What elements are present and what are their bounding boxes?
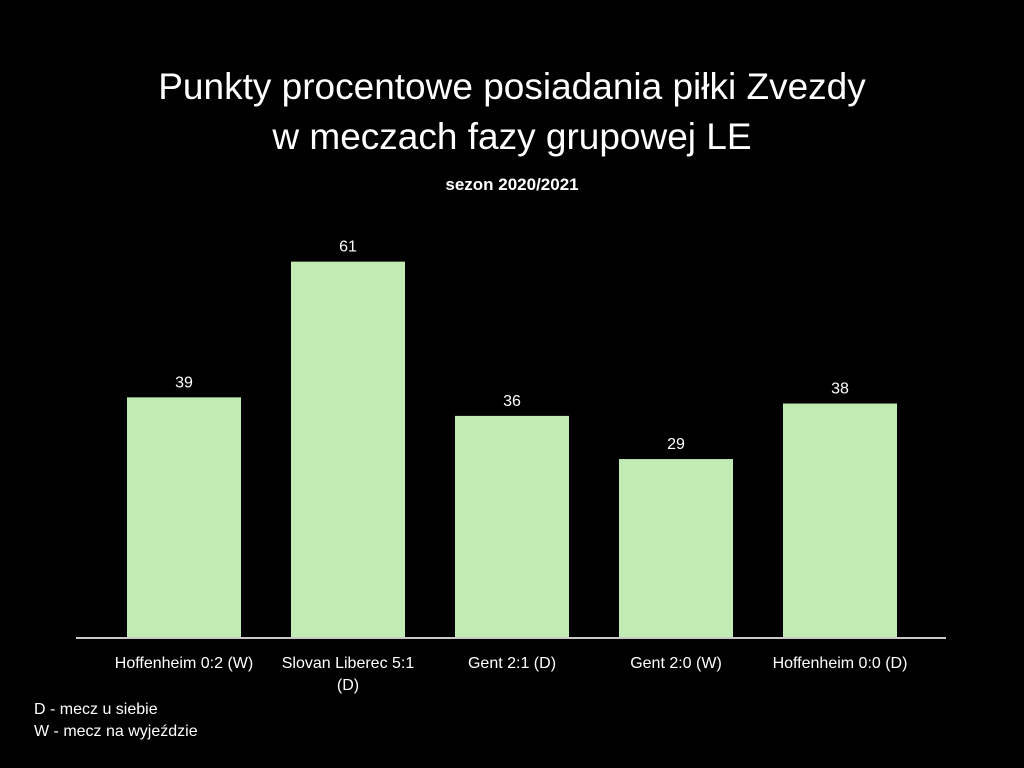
bar [619, 459, 733, 638]
bar [783, 403, 897, 638]
chart-title: Punkty procentowe posiadania piłki Zvezd… [0, 62, 1024, 162]
bar [455, 415, 569, 638]
chart-subtitle: sezon 2020/2021 [445, 175, 579, 194]
x-tick-label: Hoffenheim 0:2 (W) [115, 655, 253, 672]
bar [291, 261, 405, 638]
chart-title-line-2: w meczach fazy grupowej LE [272, 116, 752, 157]
data-label: 29 [667, 436, 685, 453]
bar [127, 397, 241, 638]
data-label: 39 [175, 374, 193, 391]
chart-title-line-1: Punkty procentowe posiadania piłki Zvezd… [158, 66, 866, 107]
x-tick-label: (D) [337, 677, 359, 694]
data-label: 61 [339, 239, 357, 256]
legend-note-away: W - mecz na wyjeździe [34, 723, 198, 740]
data-label: 38 [831, 381, 849, 398]
x-tick-label: Gent 2:1 (D) [468, 655, 556, 672]
legend-note-home: D - mecz u siebie [34, 701, 158, 718]
x-tick-label: Slovan Liberec 5:1 [282, 655, 415, 672]
x-tick-label: Gent 2:0 (W) [630, 655, 722, 672]
data-label: 36 [503, 393, 521, 410]
x-tick-label: Hoffenheim 0:0 (D) [773, 655, 908, 672]
